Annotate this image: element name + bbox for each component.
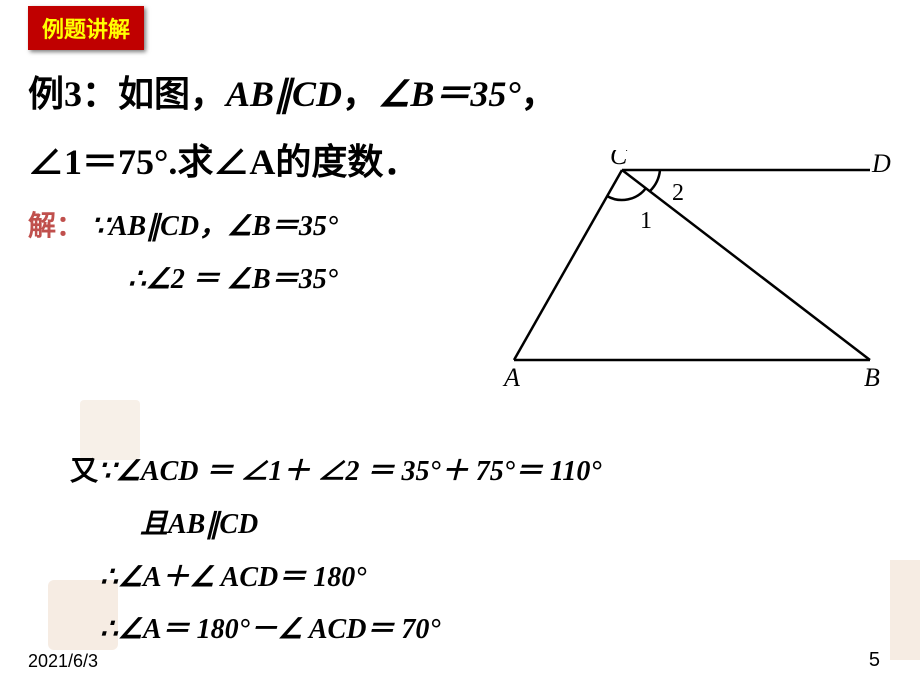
watermark-mid-right [890,560,920,660]
problem-cond1: AB∥CD [226,74,342,114]
geometry-diagram: C D A B 1 2 [492,150,892,390]
step-1: ∵AB∥CD，∠B＝35° [91,211,338,242]
footer-page-number: 5 [869,649,880,672]
section-badge: 例题讲解 [28,6,144,50]
line-CA [514,170,622,360]
watermark-top-right [820,20,920,120]
footer-date: 2021/6/3 [28,651,98,672]
step-5: ∴∠A＋∠ ACD＝ 180° [100,562,366,593]
problem-statement: 例3：如图，AB∥CD，∠B＝35°， ∠1＝75°.求∠A的度数． [28,60,557,197]
label-B: B [864,363,880,390]
angle-label-2: 2 [672,180,684,206]
solution-label: 解： [28,211,84,242]
step-6: ∴∠A＝ 180°－∠ ACD＝ 70° [100,614,441,645]
solution-block-1: 解： ∵AB∥CD，∠B＝35° ∴∠2 ＝ ∠B＝35° [28,205,338,311]
step-3-prefix: 又 [70,456,98,487]
angle-arc-2 [650,170,660,191]
problem-line2: ∠1＝75°.求∠A的度数． [28,128,557,196]
step-2: ∴∠2 ＝ ∠B＝35° [128,264,338,295]
step-4: 且AB∥CD [140,509,258,540]
angle-label-1: 1 [640,208,652,234]
label-A: A [502,363,520,390]
step-3: ∵∠ACD ＝ ∠1＋ ∠2 ＝ 35°＋ 75°＝ 110° [98,456,602,487]
problem-cond2: ∠B＝35° [378,74,521,114]
problem-prefix: 例3：如图， [28,74,226,114]
line-CB [622,170,870,360]
angle-arc-1 [607,188,646,200]
solution-block-2: 又∵∠ACD ＝ ∠1＋ ∠2 ＝ 35°＋ 75°＝ 110° 且AB∥CD … [70,450,602,661]
label-C: C [610,150,628,170]
label-D: D [871,150,891,178]
